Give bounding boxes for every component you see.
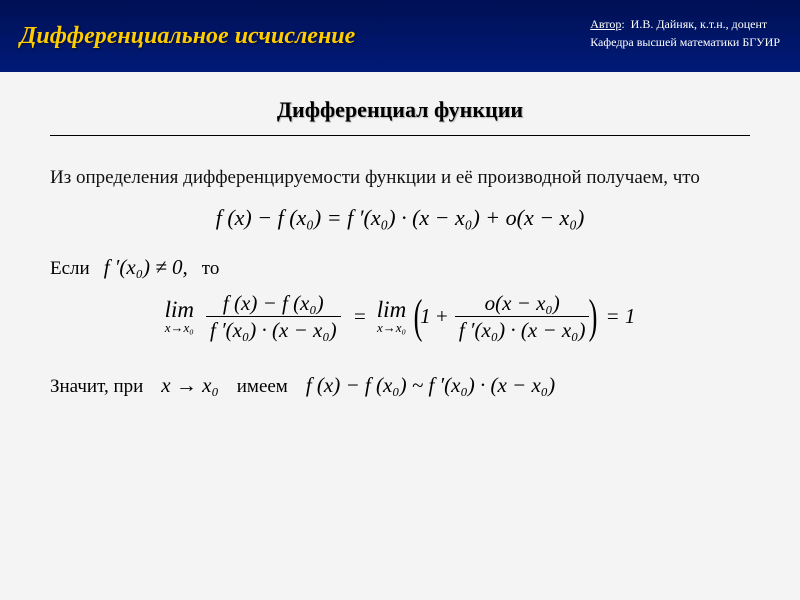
eq-sign-2: = 1 (605, 304, 635, 329)
slide-title: Дифференциальное исчисление (20, 23, 355, 50)
slide-content: Дифференциал функции Из определения дифф… (0, 72, 800, 418)
author-block: Автор: И.В. Дайняк, к.т.н., доцент Кафед… (590, 15, 780, 51)
divider (50, 135, 750, 136)
frac2-den: f ′(x₀) · (x − x₀) (455, 317, 590, 343)
limit-formula: lim x→x₀ f (x) − f (x₀) f ′(x₀) · (x − x… (50, 290, 750, 343)
formula-main: f (x) − f (x₀) = f ′(x₀) · (x − x₀) + o(… (50, 205, 750, 231)
cond-expr: f ′(x₀) ≠ 0, (104, 255, 188, 280)
intro-text: Из определения дифференцируемости функци… (50, 164, 750, 193)
frac1-den: f ′(x₀) · (x − x₀) (206, 317, 341, 343)
frac2-num: o(x − x₀) (481, 290, 564, 316)
lim-word-1: lim (165, 298, 194, 321)
eq-sign-1: = (353, 304, 367, 329)
department-line: Кафедра высшей математики БГУИР (590, 33, 780, 51)
author-name: И.В. Дайняк, к.т.н., доцент (631, 17, 768, 31)
conclusion-expr1: x → x₀ (161, 373, 218, 398)
lim-word-2: lim (377, 298, 406, 321)
word-if: Если (50, 258, 90, 280)
lim-block-2: lim x→x₀ (377, 298, 406, 334)
condition-row: Если f ′(x₀) ≠ 0, то (50, 255, 750, 280)
plus-sign: + (435, 304, 449, 329)
author-label: Автор (590, 17, 621, 31)
paren-group: ( 1 + o(x − x₀) f ′(x₀) · (x − x₀) ) (416, 290, 595, 343)
word-then: то (202, 258, 220, 280)
open-paren-icon: ( (414, 295, 423, 338)
lim-block-1: lim x→x₀ (165, 298, 194, 334)
subtitle: Дифференциал функции (50, 97, 750, 123)
lim-sub-1: x→x₀ (165, 321, 194, 334)
slide-header: Дифференциальное исчисление Автор: И.В. … (0, 0, 800, 72)
author-line: Автор: И.В. Дайняк, к.т.н., доцент (590, 15, 780, 33)
fraction-2: o(x − x₀) f ′(x₀) · (x − x₀) (455, 290, 590, 343)
close-paren-icon: ) (589, 295, 598, 338)
conclusion-row: Значит, при x → x₀ имеем f (x) − f (x₀) … (50, 373, 750, 398)
lim-sub-2: x→x₀ (377, 321, 406, 334)
fraction-1: f (x) − f (x₀) f ′(x₀) · (x − x₀) (206, 290, 341, 343)
frac1-num: f (x) − f (x₀) (219, 290, 328, 316)
conclusion-word1: Значит, при (50, 376, 143, 398)
conclusion-word2: имеем (237, 376, 288, 398)
conclusion-expr2: f (x) − f (x₀) ~ f ′(x₀) · (x − x₀) (306, 373, 555, 398)
